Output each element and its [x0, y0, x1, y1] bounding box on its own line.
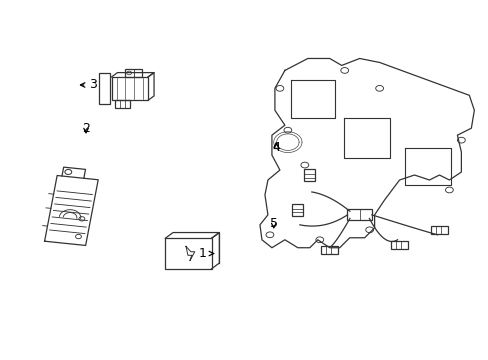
Bar [304, 169, 315, 181]
Bar [430, 226, 447, 234]
Text: 5: 5 [269, 216, 277, 230]
Bar [115, 100, 130, 108]
Bar [390, 241, 407, 249]
Text: 1: 1 [199, 247, 213, 260]
Bar [111, 77, 148, 100]
Text: 3: 3 [81, 78, 97, 91]
Bar [124, 69, 142, 77]
Bar [347, 210, 371, 220]
Bar [292, 204, 303, 216]
Text: 4: 4 [272, 141, 280, 154]
Text: 2: 2 [82, 122, 90, 135]
Bar [165, 238, 211, 269]
Bar [99, 73, 109, 104]
Bar [321, 246, 338, 254]
